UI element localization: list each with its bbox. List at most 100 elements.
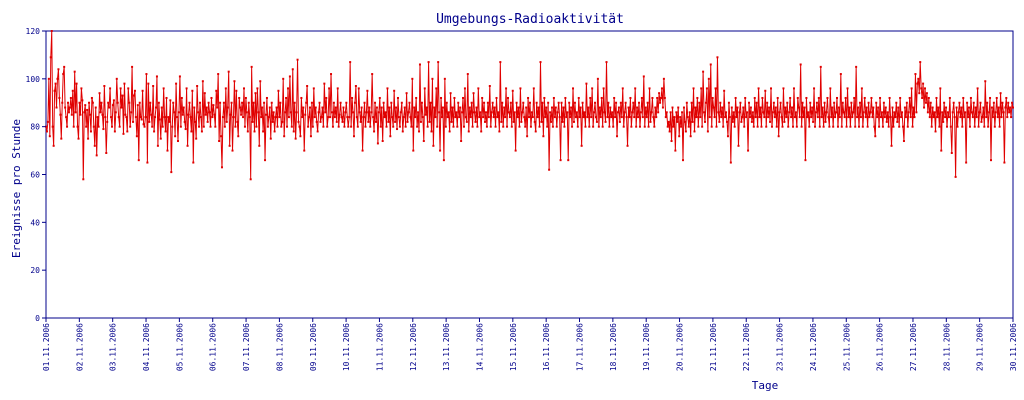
data-point [942,120,945,123]
data-point [469,116,472,119]
data-point [528,101,531,104]
data-point [857,106,860,109]
data-point [274,116,277,119]
data-point [865,106,868,109]
data-point [111,125,113,128]
data-point [324,111,327,114]
data-point [257,111,260,114]
data-point [880,116,883,119]
data-point [628,116,631,119]
data-point [470,101,473,104]
data-point [232,116,235,119]
x-tick-label: 18.11.2006 [609,323,618,371]
data-point [336,87,339,90]
data-point [785,116,788,119]
data-point [516,116,519,119]
data-point [213,113,216,116]
data-point [631,111,634,114]
data-point [498,130,501,133]
data-point [100,101,103,104]
x-tick-label: 23.11.2006 [776,323,785,371]
data-point [337,125,340,128]
data-point [287,116,290,119]
data-point [608,125,611,128]
data-point [804,159,807,162]
data-point [909,116,912,119]
data-point [59,113,62,116]
data-point [407,111,410,114]
x-tick-label: 01.11.2006 [42,323,51,371]
data-point [395,106,398,109]
data-point [589,96,592,99]
data-point [983,125,986,128]
data-point [645,116,648,119]
data-point [477,87,480,90]
data-point [366,89,369,92]
data-point [233,80,236,83]
data-point [706,130,709,133]
data-point [829,87,832,90]
data-point [160,106,163,109]
data-point [870,96,873,99]
data-point [71,89,74,92]
data-point [225,120,228,123]
data-point [468,106,471,109]
data-point [567,159,570,162]
data-point [532,87,535,90]
data-point [594,101,597,104]
data-point [981,116,984,119]
data-point [542,135,545,138]
data-point [249,178,252,181]
data-point [52,144,55,147]
data-point [98,92,101,95]
data-point [1008,111,1011,114]
data-point [138,101,141,104]
data-point [253,130,256,133]
data-point [421,116,424,119]
data-point [57,68,60,71]
data-point [737,144,740,147]
data-point [389,135,392,138]
data-point [402,116,405,119]
data-point [618,120,621,123]
data-point [557,101,560,104]
data-point [119,87,122,90]
data-point [814,125,817,128]
data-point [697,125,700,128]
data-point [838,116,841,119]
data-point [491,101,494,104]
data-point [879,96,882,99]
data-point [507,111,510,114]
data-point [896,120,899,123]
data-point [916,82,919,85]
data-point [291,68,294,71]
data-point [433,106,436,109]
data-point [887,125,890,128]
data-point [614,116,617,119]
data-point [153,130,156,133]
data-point [673,116,676,119]
data-point [368,106,371,109]
data-point [129,125,132,128]
data-point [176,116,179,119]
data-point [490,111,493,114]
data-point [822,125,825,128]
data-point [342,106,345,109]
data-point [405,92,408,95]
data-point [76,125,79,128]
data-point [582,116,585,119]
data-point [756,125,759,128]
data-point [459,106,462,109]
data-point [728,116,731,119]
data-point [792,125,795,128]
data-point [619,101,622,104]
data-point [691,120,694,123]
data-point [660,96,663,99]
data-point [256,87,259,90]
data-point [327,116,330,119]
data-point [429,101,432,104]
data-point [53,89,56,92]
data-point [273,130,276,133]
data-point [992,101,995,104]
data-point [577,96,580,99]
